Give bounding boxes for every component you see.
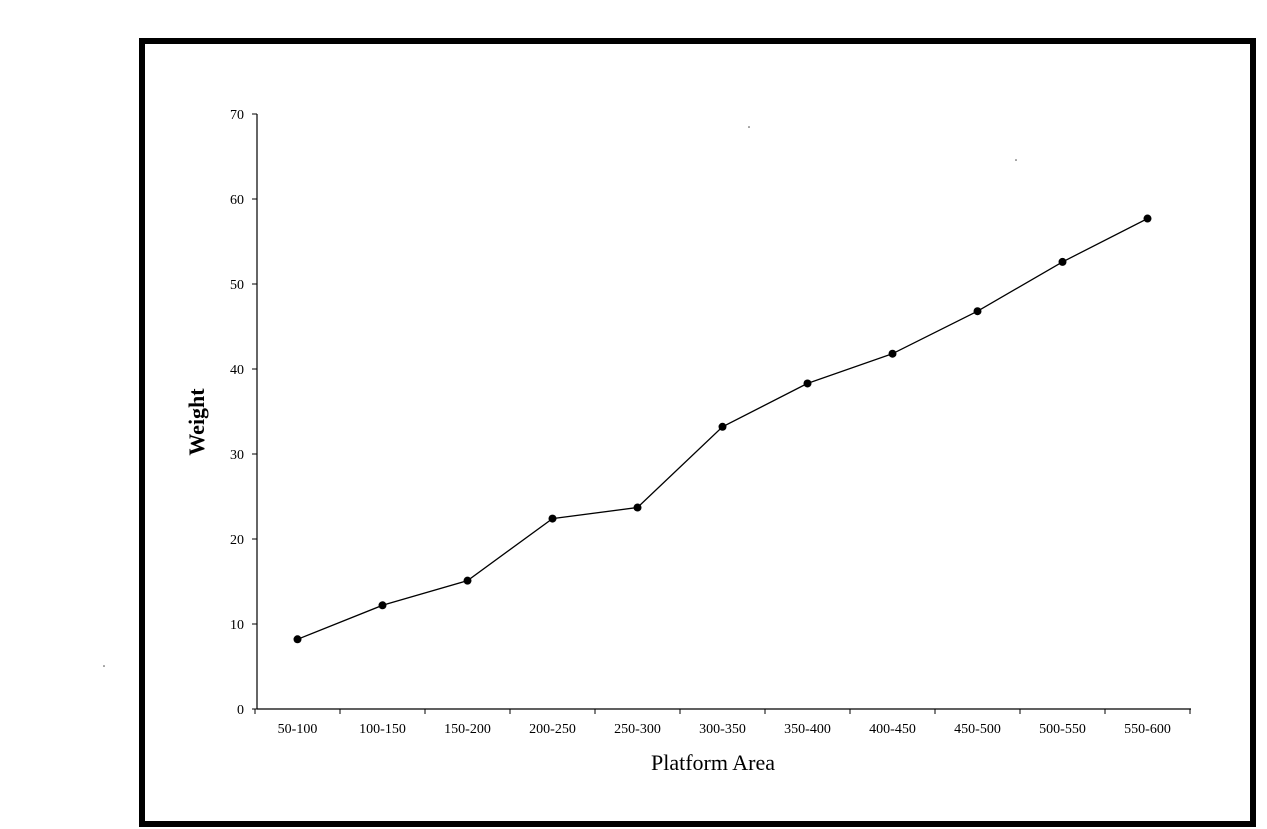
y-tick-label: 70 [230,108,244,123]
y-tick-label: 30 [230,448,244,463]
y-tick-label: 50 [230,278,244,293]
y-tick-label: 60 [230,193,244,208]
scan-speck [1015,159,1017,161]
scan-speck [103,665,105,667]
x-tick-label: 100-150 [359,722,406,737]
data-point [548,514,557,523]
y-axis-title: Weight [184,388,209,456]
chart-axes [256,114,1191,710]
x-tick-label: 250-300 [614,722,661,737]
scan-speck [748,126,750,128]
chart-frame [139,38,1256,827]
x-tick-label: 400-450 [869,722,916,737]
data-point [1058,257,1067,266]
y-tick-label: 20 [230,533,244,548]
x-axis-title: Platform Area [651,750,775,775]
data-point [633,503,642,512]
x-tick-label: 50-100 [278,722,318,737]
y-axis-ticks: 0 10 20 30 40 50 60 70 [230,108,257,718]
data-point [293,635,302,644]
data-point [378,601,387,610]
y-tick-label: 10 [230,618,244,633]
x-tick-label: 300-350 [699,722,746,737]
y-tick-label: 0 [237,703,244,718]
data-point [1143,214,1152,223]
data-point [718,422,727,431]
data-point [463,576,472,585]
data-point [973,307,982,316]
x-axis-ticks: 50-100 100-150 150-200 200-250 250-300 300-35… [254,709,1191,737]
data-point [803,379,812,388]
x-tick-label: 150-200 [444,722,491,737]
x-tick-label: 500-550 [1039,722,1086,737]
x-tick-label: 350-400 [784,722,831,737]
data-point [888,349,897,358]
x-tick-label: 450-500 [954,722,1001,737]
y-tick-label: 40 [230,363,244,378]
x-tick-label: 550-600 [1124,722,1171,737]
x-tick-label: 200-250 [529,722,576,737]
series-group [293,214,1152,644]
